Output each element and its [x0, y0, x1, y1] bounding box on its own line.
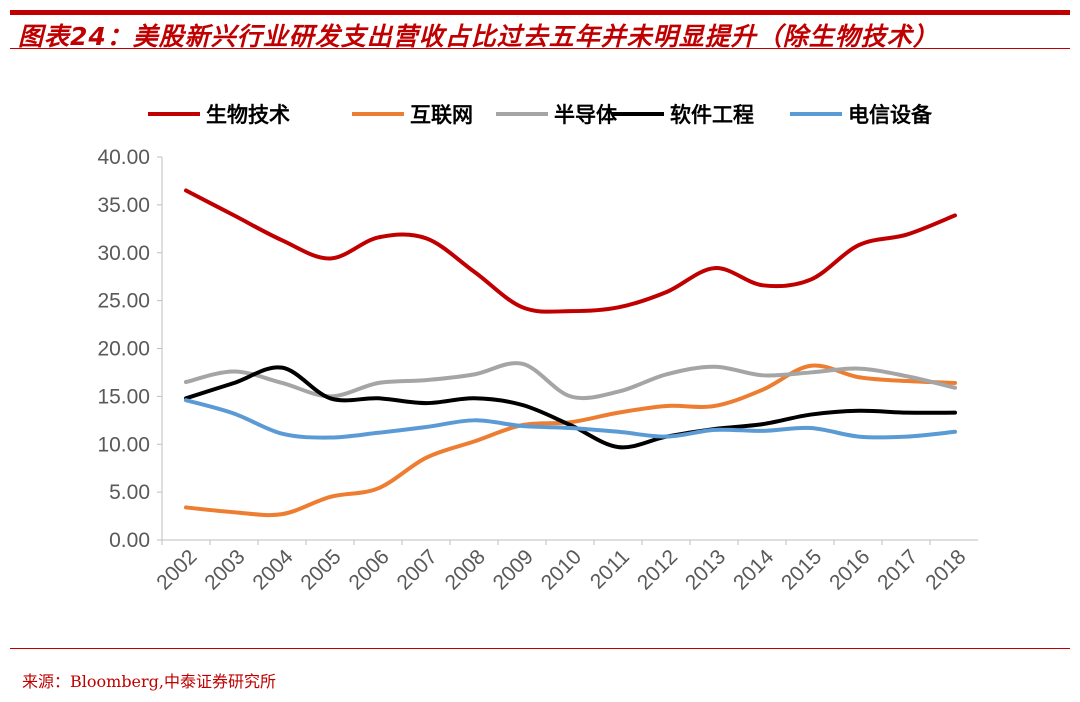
title-rule [10, 48, 1070, 49]
x-tick-label: 2004 [248, 545, 298, 595]
series-line-5 [184, 398, 957, 440]
y-tick-label: 20.00 [97, 338, 150, 361]
figure-title: 图表24：美股新兴行业研发支出营收占比过去五年并未明显提升（除生物技术） [18, 22, 939, 51]
y-tick-label: 15.00 [97, 385, 150, 408]
legend-label: 半导体 [554, 103, 618, 127]
x-tick-label: 2009 [489, 545, 538, 594]
y-tick-label: 25.00 [97, 290, 150, 313]
series-line-4 [184, 365, 957, 450]
x-tick-label: 2013 [681, 545, 730, 594]
top-rule [10, 10, 1070, 15]
legend-label: 互联网 [410, 103, 473, 127]
series-line-3 [184, 361, 957, 401]
x-tick-label: 2010 [537, 545, 586, 594]
x-tick-label: 2006 [344, 545, 393, 594]
x-tick-label: 2012 [633, 545, 682, 594]
x-tick-label: 2015 [777, 545, 826, 594]
legend-label: 软件工程 [670, 103, 754, 127]
y-tick-label: 10.00 [97, 433, 150, 456]
x-tick-label: 2016 [825, 545, 874, 594]
x-tick-label: 2018 [921, 545, 970, 594]
y-tick-label: 35.00 [97, 194, 150, 217]
y-tick-label: 40.00 [97, 146, 150, 169]
source-note: 来源：Bloomberg,中泰证券研究所 [22, 672, 277, 691]
x-tick-label: 2014 [729, 545, 779, 595]
legend-label: 电信设备 [848, 103, 933, 127]
y-tick-label: 30.00 [97, 242, 150, 265]
x-tick-label: 2008 [441, 545, 490, 594]
x-tick-label: 2002 [152, 545, 201, 594]
series-line-1 [184, 188, 957, 314]
x-tick-label: 2007 [393, 545, 442, 594]
x-tick-label: 2005 [296, 545, 345, 594]
x-tick-label: 2003 [200, 545, 249, 594]
legend-label: 生物技术 [206, 103, 290, 127]
y-tick-label: 0.00 [109, 529, 150, 552]
x-tick-label: 2017 [873, 545, 922, 594]
x-tick-label: 2011 [586, 545, 634, 593]
series-line-2 [184, 363, 957, 518]
y-tick-label: 5.00 [109, 481, 150, 504]
bottom-rule [10, 648, 1070, 649]
